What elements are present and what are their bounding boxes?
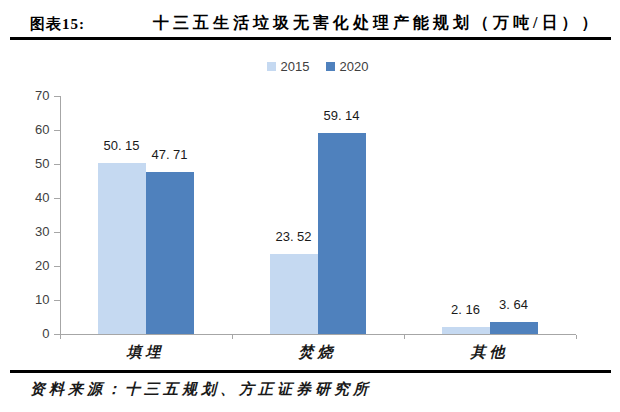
y-axis-tick <box>54 232 60 233</box>
bar-2020-焚烧 <box>318 133 366 334</box>
bar-2015-其他 <box>442 327 490 334</box>
x-axis-tick <box>576 335 577 339</box>
y-axis-tick <box>54 96 60 97</box>
x-axis-category-label: 焚烧 <box>258 344 378 360</box>
bar-2020-填埋 <box>146 172 194 334</box>
bar-2015-焚烧 <box>270 254 318 334</box>
x-axis-tick <box>404 335 405 339</box>
y-axis-tick <box>54 130 60 131</box>
plot-area: 01020304050607050. 1547. 71填埋23. 5259. 1… <box>0 0 620 412</box>
y-axis-label: 0 <box>18 326 50 342</box>
x-axis-tick <box>232 335 233 339</box>
y-axis-label: 40 <box>18 190 50 206</box>
y-axis-line <box>60 96 61 339</box>
y-axis-label: 60 <box>18 122 50 138</box>
x-axis-line <box>60 334 576 335</box>
y-axis-label: 10 <box>18 292 50 308</box>
y-axis-tick <box>54 266 60 267</box>
y-axis-tick <box>54 300 60 301</box>
y-axis-tick <box>54 334 60 335</box>
bar-value-label: 47. 71 <box>140 147 200 163</box>
bar-2020-其他 <box>490 322 538 334</box>
bar-value-label: 3. 64 <box>484 297 544 313</box>
y-axis-tick <box>54 164 60 165</box>
data-source-note: 资料来源：十三五规划、方正证券研究所 <box>30 380 372 399</box>
chart-figure: 图表15: 十三五生活垃圾无害化处理产能规划（万吨/日）） 20152020 0… <box>0 0 620 412</box>
y-axis-tick <box>54 198 60 199</box>
bottom-divider-rule <box>10 370 611 373</box>
bar-2015-填埋 <box>98 163 146 334</box>
bar-value-label: 59. 14 <box>312 108 372 124</box>
y-axis-label: 70 <box>18 88 50 104</box>
y-axis-label: 30 <box>18 224 50 240</box>
y-axis-label: 50 <box>18 156 50 172</box>
x-axis-category-label: 填埋 <box>86 344 206 360</box>
x-axis-category-label: 其他 <box>430 344 550 360</box>
y-axis-label: 20 <box>18 258 50 274</box>
bar-value-label: 23. 52 <box>264 229 324 245</box>
